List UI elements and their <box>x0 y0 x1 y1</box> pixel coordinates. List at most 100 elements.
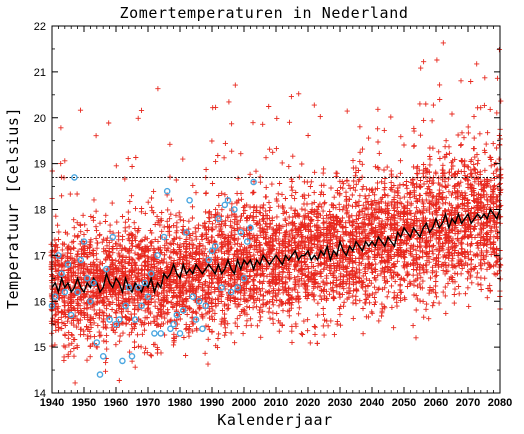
ensemble-plus-marker <box>349 192 355 198</box>
ensemble-plus-marker <box>263 155 269 161</box>
ensemble-plus-marker <box>152 303 158 309</box>
ensemble-plus-marker <box>84 306 90 312</box>
ensemble-plus-marker <box>353 181 359 187</box>
ensemble-plus-marker <box>357 298 363 304</box>
ensemble-plus-marker <box>375 139 381 145</box>
ensemble-plus-marker <box>96 329 102 335</box>
ensemble-plus-marker <box>81 314 87 320</box>
ensemble-plus-marker <box>164 218 170 224</box>
ensemble-plus-marker <box>196 222 202 228</box>
ensemble-plus-marker <box>67 255 73 261</box>
ensemble-plus-marker <box>74 316 80 322</box>
ensemble-plus-marker <box>166 228 173 234</box>
ensemble-plus-marker <box>125 236 131 242</box>
ensemble-plus-marker <box>112 262 118 268</box>
ensemble-plus-marker <box>120 295 126 301</box>
ensemble-plus-marker <box>321 166 327 172</box>
ensemble-plus-marker <box>164 289 170 295</box>
ensemble-plus-marker <box>293 321 299 327</box>
ensemble-plus-marker <box>116 288 122 294</box>
ensemble-plus-marker <box>296 311 302 317</box>
ensemble-plus-marker <box>143 345 149 351</box>
ensemble-plus-marker <box>385 193 391 199</box>
ensemble-plus-marker <box>71 260 77 266</box>
ensemble-plus-marker <box>131 339 138 345</box>
ensemble-plus-marker <box>62 158 68 164</box>
ensemble-plus-marker <box>277 180 283 187</box>
ensemble-plus-marker <box>138 209 144 215</box>
ensemble-plus-marker <box>158 350 164 356</box>
ensemble-plus-marker <box>328 185 334 191</box>
ensemble-plus-marker <box>235 240 241 246</box>
ensemble-plus-marker <box>68 304 74 310</box>
ensemble-plus-marker <box>299 161 305 167</box>
ensemble-plus-marker <box>93 235 99 241</box>
ensemble-plus-marker <box>430 102 436 108</box>
ensemble-plus-marker <box>106 120 112 126</box>
ensemble-plus-marker <box>96 299 102 305</box>
ensemble-plus-marker <box>132 261 138 267</box>
chart-title: Zomertemperaturen in Nederland <box>120 4 409 22</box>
ensemble-plus-marker <box>64 318 71 324</box>
ensemble-plus-marker <box>360 184 366 190</box>
ensemble-plus-marker <box>203 166 209 173</box>
ensemble-plus-marker <box>421 314 427 320</box>
ensemble-plus-marker <box>72 380 78 386</box>
ensemble-plus-marker <box>125 216 132 222</box>
ensemble-plus-marker <box>251 278 257 284</box>
ensemble-plus-marker <box>299 206 305 212</box>
ensemble-plus-marker <box>177 217 183 223</box>
ensemble-plus-marker <box>430 303 436 309</box>
ensemble-plus-marker <box>433 294 440 300</box>
ensemble-plus-marker <box>61 357 67 363</box>
ensemble-plus-marker <box>109 269 115 275</box>
ensemble-plus-marker <box>290 153 296 159</box>
ensemble-plus-marker <box>257 318 263 324</box>
ensemble-plus-marker <box>157 222 163 228</box>
ensemble-plus-marker <box>160 294 166 300</box>
ensemble-plus-marker <box>122 266 128 272</box>
ensemble-plus-marker <box>85 288 91 295</box>
ensemble-plus-marker <box>52 237 58 243</box>
ensemble-plus-marker <box>97 220 103 226</box>
ensemble-plus-marker <box>391 290 397 296</box>
ensemble-plus-marker <box>360 331 366 337</box>
ensemble-plus-marker <box>150 258 157 264</box>
ensemble-plus-marker <box>189 215 195 221</box>
ensemble-plus-marker <box>54 305 61 311</box>
ensemble-plus-marker <box>112 286 118 292</box>
ensemble-plus-marker <box>275 191 281 197</box>
ensemble-plus-marker <box>151 341 157 348</box>
ensemble-plus-marker <box>158 301 164 308</box>
ensemble-plus-marker <box>225 213 231 219</box>
ensemble-plus-marker <box>322 199 328 205</box>
ensemble-plus-marker <box>93 251 99 257</box>
ensemble-plus-marker <box>427 162 433 168</box>
ensemble-plus-marker <box>357 193 363 199</box>
ensemble-plus-marker <box>88 213 94 220</box>
ensemble-plus-marker <box>258 334 264 340</box>
ensemble-plus-marker <box>61 343 67 349</box>
ensemble-plus-marker <box>401 194 407 200</box>
ensemble-plus-marker <box>388 180 394 186</box>
ensemble-plus-marker <box>148 195 155 201</box>
ensemble-plus-marker <box>142 236 148 242</box>
ensemble-plus-marker <box>148 352 154 358</box>
ensemble-plus-marker <box>434 57 440 63</box>
ensemble-plus-marker <box>158 312 164 318</box>
ensemble-plus-marker <box>148 353 154 359</box>
ensemble-plus-marker <box>131 324 137 330</box>
ensemble-plus-marker <box>446 144 452 150</box>
ensemble-plus-marker <box>68 246 74 252</box>
ensemble-plus-marker <box>366 135 372 141</box>
ensemble-plus-marker <box>61 252 67 258</box>
ensemble-plus-marker <box>162 315 168 321</box>
ensemble-plus-marker <box>177 235 183 241</box>
ensemble-plus-marker <box>55 222 61 228</box>
ensemble-plus-marker <box>209 180 216 187</box>
ensemble-plus-marker <box>129 329 135 335</box>
ensemble-plus-marker <box>203 190 209 197</box>
ensemble-plus-marker <box>98 332 104 338</box>
ensemble-plus-marker <box>213 303 219 309</box>
ensemble-plus-marker <box>129 294 135 300</box>
